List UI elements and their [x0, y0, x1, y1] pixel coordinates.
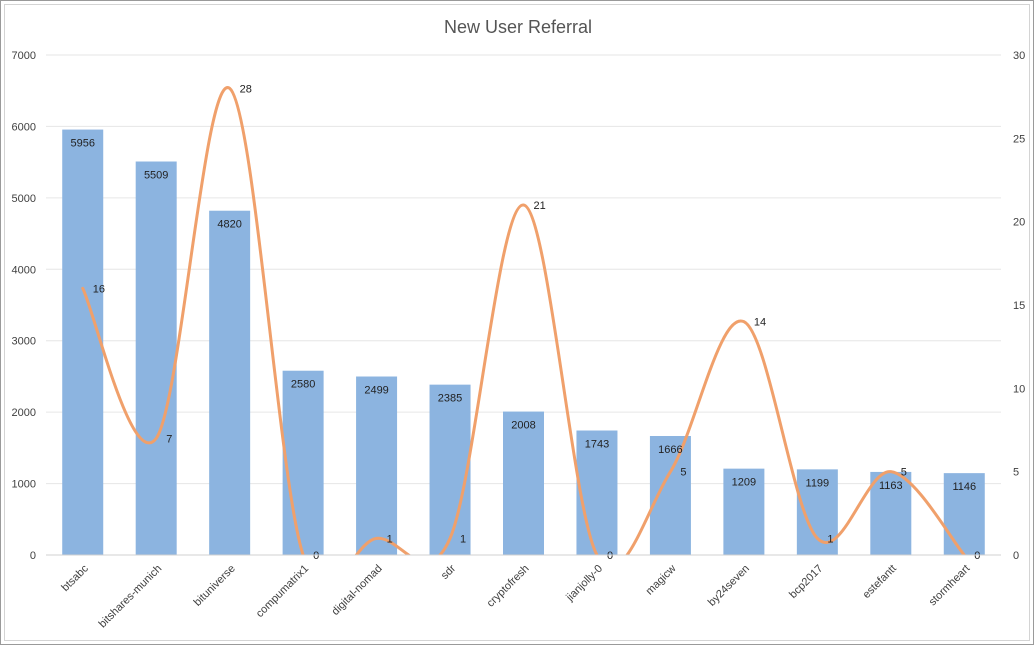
bar	[576, 430, 618, 555]
y-right-tick-label: 10	[1013, 383, 1025, 395]
bar	[282, 370, 324, 555]
line-data-label: 5	[680, 467, 686, 479]
bar-data-label: 1743	[585, 439, 609, 451]
x-tick-label: compumatrix1	[254, 563, 311, 620]
bar	[723, 468, 765, 555]
y-left-tick-label: 2000	[12, 407, 36, 419]
line-data-label: 14	[754, 317, 766, 329]
grid-layer	[46, 54, 1001, 485]
line-data-label: 7	[166, 433, 172, 445]
x-tick-label: estefantt	[861, 563, 899, 601]
line-layer	[81, 86, 966, 555]
y-left-tick-label: 0	[30, 550, 36, 562]
y-right-tick-label: 0	[1013, 550, 1019, 562]
bar	[356, 376, 398, 555]
y-left-tick-label: 4000	[12, 264, 36, 276]
x-tick-label: bitshares-munich	[97, 563, 165, 631]
y-right-tick-label: 25	[1013, 133, 1025, 145]
x-tick-label: digital-nomad	[330, 563, 385, 618]
bar-data-label: 1666	[658, 444, 682, 456]
x-tick-label: jianjolly-0	[563, 563, 605, 605]
x-tick-label: bituniverse	[192, 563, 238, 609]
bar-data-label: 5509	[144, 170, 168, 182]
bar	[62, 129, 104, 556]
bar-data-label: 2580	[291, 379, 315, 391]
y-left-tick-label: 6000	[12, 121, 36, 133]
y-right-tick-label: 15	[1013, 300, 1025, 312]
bar-data-label: 5956	[70, 138, 94, 150]
chart-title: New User Referral	[444, 17, 592, 37]
y-left-tick-label: 5000	[12, 193, 36, 205]
line-data-label: 5	[901, 467, 907, 479]
line-data-label: 1	[387, 533, 393, 545]
y-left-tick-label: 1000	[12, 479, 36, 491]
x-tick-label: sdr	[439, 562, 459, 582]
line-data-label: 1	[460, 533, 466, 545]
bar-data-label: 4820	[217, 219, 241, 231]
line-data-label: 1	[827, 533, 833, 545]
x-tick-label: by24seven	[706, 563, 752, 609]
y-right-tick-label: 5	[1013, 467, 1019, 479]
x-tick-label: bcp2017	[787, 563, 825, 601]
bar-data-label: 1163	[879, 480, 903, 492]
bar	[943, 473, 985, 555]
y-right-tick-label: 20	[1013, 217, 1025, 229]
y-left-tick-label: 3000	[12, 336, 36, 348]
x-tick-label: btsabc	[59, 562, 91, 594]
bar	[503, 411, 544, 555]
line-data-label: 0	[607, 550, 613, 562]
x-tick-label: cryptofresh	[485, 563, 532, 610]
x-tick-label: magicw	[644, 563, 679, 598]
bar	[135, 161, 177, 555]
line-data-label: 0	[313, 550, 319, 562]
bar	[209, 210, 251, 555]
x-tick-label: stormheart	[927, 563, 973, 609]
line-data-label: 21	[534, 200, 546, 212]
bars-layer	[62, 129, 985, 556]
bar-data-label: 1199	[806, 477, 830, 489]
line-data-label: 16	[93, 283, 105, 295]
bar-data-label: 2385	[438, 393, 462, 405]
line-data-label: 0	[974, 550, 980, 562]
bar-data-label: 2008	[511, 420, 535, 432]
line-series-path	[81, 86, 966, 555]
bar-data-label: 2499	[364, 385, 388, 397]
bar-data-label: 1209	[732, 477, 756, 489]
bar	[429, 384, 471, 555]
labels-layer: 5956 5509 4820 2580 2499 2385 2008 1743 1666 1209…	[70, 83, 980, 562]
y-right-tick-label: 30	[1013, 50, 1025, 62]
y-left-tick-label: 7000	[12, 50, 36, 62]
bar	[870, 471, 912, 555]
bar-data-label: 1146	[952, 481, 976, 493]
line-data-label: 28	[240, 83, 252, 95]
